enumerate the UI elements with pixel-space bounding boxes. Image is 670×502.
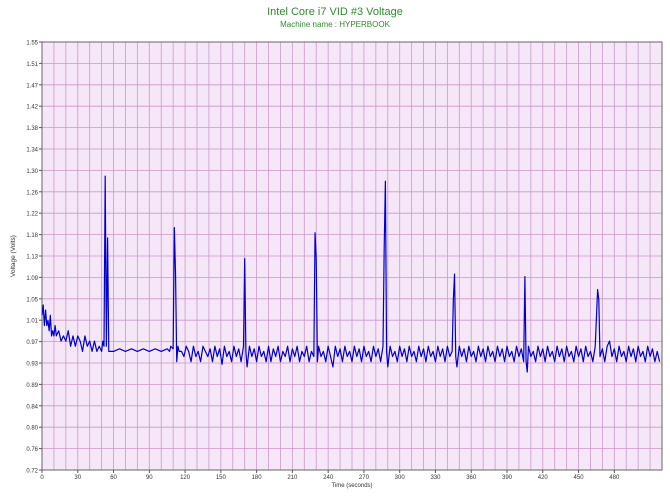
x-tick-label: 300: [395, 475, 406, 481]
y-tick-label: 0.84: [26, 404, 38, 410]
x-tick-label: 480: [609, 475, 620, 481]
y-tick-label: 0.76: [26, 447, 38, 453]
y-tick-label: 1.09: [26, 276, 38, 282]
y-tick-label: 1.13: [26, 255, 38, 261]
y-tick-label: 1.05: [26, 297, 38, 303]
y-axis-label: Voltage (Volts): [10, 235, 17, 277]
series-line-0: [41, 175, 661, 373]
x-tick-label: 150: [216, 475, 227, 481]
y-tick-label: 0.72: [26, 469, 38, 475]
y-tick-label: 1.22: [26, 212, 38, 218]
x-tick-label: 30: [74, 475, 81, 481]
y-tick-label: 0.89: [26, 383, 38, 389]
y-tick-label: 1.26: [26, 190, 38, 196]
x-tick-label: 210: [287, 475, 298, 481]
chart-subtitle: Machine name : HYPERBOOK: [280, 20, 390, 29]
x-tick-label: 330: [430, 475, 441, 481]
x-tick-label: 90: [146, 475, 153, 481]
y-tick-label: 1.42: [26, 105, 38, 111]
x-tick-label: 60: [110, 475, 117, 481]
y-tick-label: 1.55: [26, 41, 38, 47]
x-tick-label: 120: [180, 475, 191, 481]
x-tick-label: 0: [40, 475, 44, 481]
y-tick-label: 1.01: [26, 319, 38, 325]
chart-title: Intel Core i7 VID #3 Voltage: [267, 6, 403, 18]
x-tick-label: 360: [466, 475, 477, 481]
y-tick-label: 0.93: [26, 362, 38, 368]
y-tick-label: 1.47: [26, 83, 38, 89]
y-tick-label: 1.38: [26, 126, 38, 132]
x-tick-label: 240: [323, 475, 334, 481]
y-tick-label: 0.97: [26, 340, 38, 346]
x-tick-label: 450: [574, 475, 585, 481]
plot-border: [41, 41, 663, 471]
y-tick-label: 1.18: [26, 233, 38, 239]
y-tick-label: 1.30: [26, 169, 38, 175]
y-tick-label: 1.51: [26, 62, 38, 68]
x-tick-label: 270: [359, 475, 370, 481]
y-tick-label: 0.80: [26, 426, 38, 432]
x-axis-label: Time (seconds): [331, 483, 372, 489]
y-tick-label: 1.34: [26, 148, 38, 154]
x-tick-label: 180: [252, 475, 263, 481]
x-tick-label: 420: [538, 475, 549, 481]
x-tick-label: 390: [502, 475, 513, 481]
